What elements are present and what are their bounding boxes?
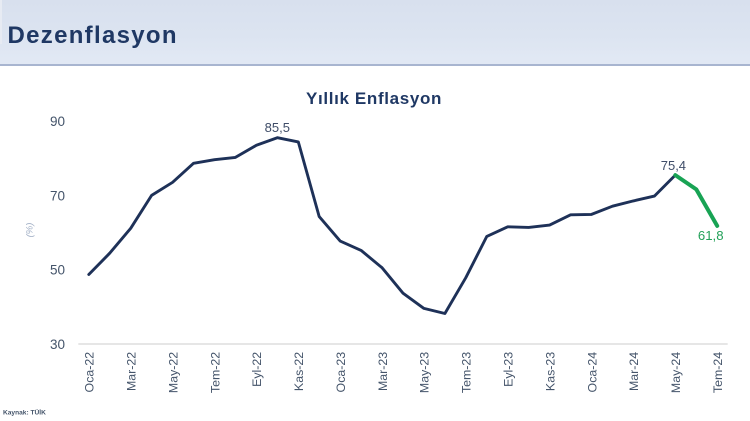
svg-text:(%): (%) — [25, 223, 36, 238]
svg-text:Tem-24: Tem-24 — [711, 352, 725, 393]
svg-text:Kas-22: Kas-22 — [292, 352, 306, 391]
svg-text:Mar-23: Mar-23 — [376, 352, 390, 391]
svg-text:Tem-22: Tem-22 — [208, 352, 222, 393]
svg-text:85,5: 85,5 — [265, 120, 290, 135]
svg-text:May-23: May-23 — [418, 352, 432, 393]
svg-text:Mar-22: Mar-22 — [125, 352, 139, 391]
svg-text:Oca-22: Oca-22 — [83, 352, 97, 393]
svg-text:30: 30 — [50, 337, 65, 352]
svg-text:Eyl-22: Eyl-22 — [250, 352, 264, 387]
svg-text:Kas-23: Kas-23 — [543, 352, 557, 391]
svg-text:90: 90 — [50, 114, 65, 129]
svg-text:May-22: May-22 — [166, 352, 180, 393]
svg-text:61,8: 61,8 — [698, 228, 724, 243]
svg-text:Tem-23: Tem-23 — [460, 352, 474, 393]
svg-text:Kaynak: TÜİK: Kaynak: TÜİK — [3, 408, 46, 417]
svg-text:70: 70 — [50, 188, 65, 203]
svg-text:May-24: May-24 — [669, 352, 683, 393]
svg-text:50: 50 — [50, 263, 65, 278]
svg-text:Yıllık Enflasyon: Yıllık Enflasyon — [306, 89, 442, 108]
svg-text:Eyl-23: Eyl-23 — [502, 352, 516, 387]
svg-text:Oca-23: Oca-23 — [334, 352, 348, 393]
svg-text:75,4: 75,4 — [661, 158, 686, 173]
svg-text:Oca-24: Oca-24 — [585, 352, 599, 393]
svg-text:Mar-24: Mar-24 — [627, 352, 641, 391]
